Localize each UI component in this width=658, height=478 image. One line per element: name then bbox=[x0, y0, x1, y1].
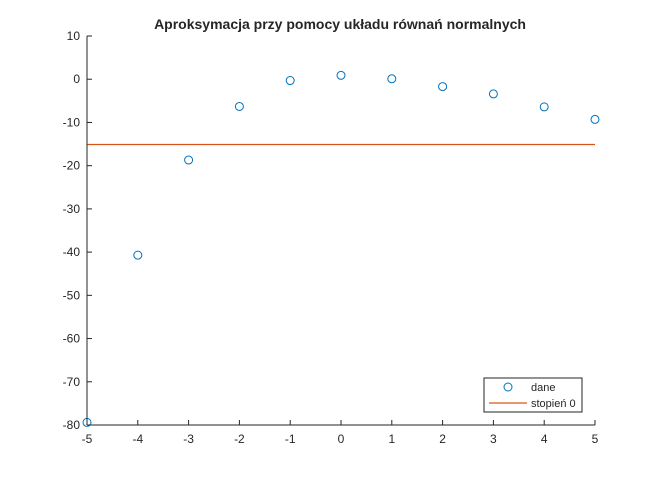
data-point bbox=[438, 82, 448, 92]
y-tick-label: -70 bbox=[63, 375, 81, 389]
y-tick-label: -40 bbox=[63, 245, 81, 259]
data-point bbox=[285, 76, 295, 86]
plot-area bbox=[87, 36, 595, 425]
legend-circle-swatch bbox=[503, 382, 513, 392]
y-axis: 10 0 -10 -20 -30 -40 -50 -60 -70 -80 bbox=[63, 29, 92, 432]
chart-title: Aproksymacja przy pomocy układu równań n… bbox=[154, 16, 526, 32]
data-point bbox=[488, 89, 498, 99]
data-point bbox=[539, 102, 549, 112]
x-tick-label: -2 bbox=[234, 432, 245, 446]
x-tick-label: 4 bbox=[541, 432, 548, 446]
x-tick-label: 3 bbox=[490, 432, 497, 446]
data-point bbox=[336, 70, 346, 80]
y-tick-label: -50 bbox=[63, 288, 81, 302]
x-tick-label: -3 bbox=[183, 432, 194, 446]
x-tick-label: 0 bbox=[338, 432, 345, 446]
y-tick-label: 10 bbox=[67, 29, 81, 43]
y-tick-label: -60 bbox=[63, 332, 81, 346]
legend: dane stopień 0 bbox=[483, 377, 583, 413]
x-tick-label: 2 bbox=[439, 432, 446, 446]
data-point bbox=[234, 101, 244, 111]
plot-background bbox=[87, 36, 595, 425]
data-point bbox=[184, 155, 194, 165]
y-tick-label: -20 bbox=[63, 159, 81, 173]
x-tick-label: 1 bbox=[388, 432, 395, 446]
y-tick-label: 0 bbox=[73, 72, 80, 86]
y-tick-label: -10 bbox=[63, 115, 81, 129]
x-axis: -5 -4 -3 -2 -1 0 1 2 3 4 5 bbox=[82, 420, 599, 446]
legend-box bbox=[483, 377, 583, 413]
legend-label: stopień 0 bbox=[531, 398, 576, 410]
y-tick-label: -30 bbox=[63, 202, 81, 216]
x-tick-label: -5 bbox=[82, 432, 93, 446]
series-layer bbox=[82, 70, 600, 427]
x-tick-label: -4 bbox=[132, 432, 143, 446]
x-tick-label: 5 bbox=[592, 432, 599, 446]
legend-label: dane bbox=[531, 382, 555, 394]
data-point bbox=[590, 114, 600, 124]
y-tick-label: -80 bbox=[63, 418, 81, 432]
data-point bbox=[133, 250, 143, 260]
data-point bbox=[387, 74, 397, 84]
x-tick-label: -1 bbox=[285, 432, 296, 446]
